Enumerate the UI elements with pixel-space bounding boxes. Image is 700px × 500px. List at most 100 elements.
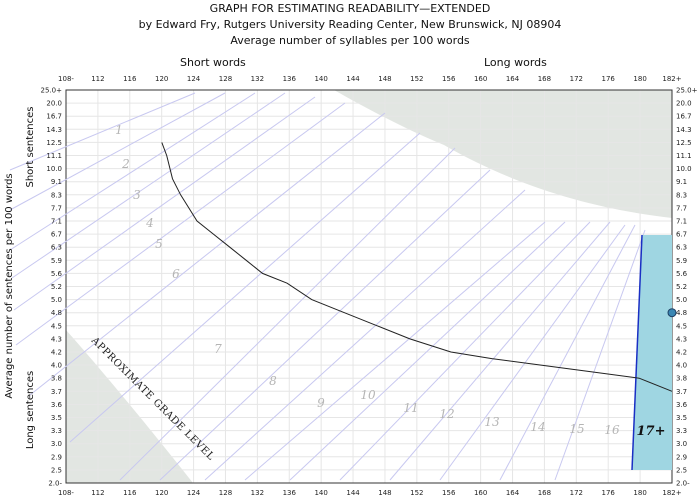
x-tick-label-bottom: 108- — [58, 489, 74, 497]
y-tick-label-right: 14.3 — [676, 126, 692, 134]
long-words-label: Long words — [484, 56, 547, 69]
y-tick-label-right: 11.1 — [676, 152, 692, 160]
y-tick-label-left: 3.3 — [51, 427, 62, 435]
y-tick-label-right: 3.6 — [676, 401, 688, 409]
y-tick-label-left: 3.8 — [51, 375, 62, 383]
y-tick-label-left: 2.5 — [51, 466, 62, 474]
y-tick-label-left: 4.2 — [51, 349, 62, 357]
y-tick-label-right: 7.1 — [676, 218, 687, 226]
short-sentences-label: Short sentences — [25, 107, 36, 188]
short-words-label: Short words — [180, 56, 246, 69]
y-tick-label-right: 3.5 — [676, 414, 687, 422]
grade-label: 2 — [121, 157, 130, 171]
grade-label: 8 — [269, 374, 277, 388]
grade-label: 11 — [403, 401, 418, 415]
grade-label: 14 — [530, 420, 545, 434]
y-tick-label-left: 5.6 — [51, 270, 63, 278]
y-tick-label-left: 4.0 — [51, 362, 62, 370]
x-tick-label-bottom: 120 — [155, 489, 168, 497]
grade-17-boundary — [631, 234, 643, 471]
long-sentences-label: Long sentences — [25, 371, 36, 449]
grade-lines — [9, 92, 646, 481]
data-point — [667, 308, 677, 318]
grid — [65, 89, 673, 484]
x-tick-label-top: 182+ — [662, 75, 681, 83]
grade-boundary-line — [69, 132, 421, 443]
grade-label: 6 — [172, 267, 180, 281]
y-tick-label-left: 14.3 — [46, 126, 62, 134]
x-tick-label-bottom: 182+ — [662, 489, 681, 497]
grade-label: 9 — [317, 396, 325, 410]
y-tick-label-left: 25.0+ — [41, 87, 63, 95]
y-tick-label-right: 10.0 — [676, 165, 692, 173]
y-tick-label-left: 10.0 — [46, 165, 62, 173]
grade-boundary-line — [15, 102, 346, 346]
x-tick-label-bottom: 180 — [633, 489, 646, 497]
y-tick-label-right: 2.9 — [676, 453, 687, 461]
x-tick-label-bottom: 148 — [378, 489, 391, 497]
x-tick-label-bottom: 128 — [219, 489, 232, 497]
grade-label: 16 — [604, 423, 620, 437]
y-tick-label-right: 12.5 — [676, 139, 692, 147]
y-tick-label-left: 3.5 — [51, 414, 62, 422]
grade-boundary-line — [289, 221, 566, 481]
grade-boundary-line — [244, 221, 546, 481]
x-tick-label-top: 164 — [506, 75, 520, 83]
y-tick-label-left: 4.5 — [51, 322, 62, 330]
highlight-region — [631, 234, 672, 471]
x-tick-label-top: 112 — [91, 75, 104, 83]
y-tick-label-left: 6.7 — [51, 231, 62, 239]
y-tick-label-left: 4.8 — [51, 309, 62, 317]
x-tick-label-bottom: 160 — [474, 489, 487, 497]
y-tick-label-right: 25.0+ — [676, 87, 698, 95]
grade-boundary-line — [389, 221, 611, 481]
y-tick-label-left: 8.3 — [51, 191, 62, 199]
y-tick-label-left: 5.9 — [51, 257, 62, 265]
x-tick-label-top: 172 — [570, 75, 583, 83]
grade-label: 3 — [133, 188, 141, 202]
chart-title: GRAPH FOR ESTIMATING READABILITY—EXTENDE… — [209, 2, 491, 15]
y-tick-label-right: 5.2 — [676, 283, 687, 291]
grade-boundary-line — [204, 189, 526, 481]
y-tick-label-left: 11.1 — [46, 152, 62, 160]
y-tick-label-right: 7.7 — [676, 204, 687, 212]
y-tick-label-right: 6.7 — [676, 231, 687, 239]
grade-boundary-line — [119, 147, 456, 481]
y-tick-label-left: 2.9 — [51, 453, 62, 461]
y-tick-label-left: 3.0 — [51, 440, 62, 448]
x-tick-label-top: 128 — [219, 75, 232, 83]
y-tick-label-left: 16.7 — [46, 113, 62, 121]
y-tick-label-right: 2.5 — [676, 466, 687, 474]
grade-label: 17+ — [637, 424, 666, 439]
y-tick-label-right: 4.2 — [676, 349, 687, 357]
y-tick-label-right: 3.0 — [676, 440, 687, 448]
y-tick-label-right: 5.6 — [676, 270, 688, 278]
axis-ticks: 108-108-11211211611612012012412412812813… — [41, 75, 698, 497]
x-tick-label-bottom: 144 — [346, 489, 360, 497]
x-tick-label-bottom: 172 — [570, 489, 583, 497]
x-tick-label-bottom: 168 — [538, 489, 551, 497]
y-axis-label: Average number of sentences per 100 word… — [4, 173, 15, 398]
y-tick-label-right: 4.8 — [676, 309, 687, 317]
grade-boundary-line — [9, 92, 196, 171]
x-tick-label-top: 144 — [346, 75, 360, 83]
grade-label: 5 — [155, 237, 163, 251]
grade-boundary-line — [499, 224, 636, 481]
grade-label: 15 — [569, 422, 584, 436]
grade-boundary-line — [159, 169, 491, 481]
grade-label: 10 — [360, 388, 376, 402]
grade-label: 1 — [115, 123, 123, 137]
grade-label: 7 — [214, 342, 222, 356]
y-tick-label-right: 8.3 — [676, 191, 687, 199]
readability-curve-layer — [161, 142, 677, 392]
x-tick-label-top: 132 — [251, 75, 264, 83]
grade-boundary-line — [13, 96, 316, 311]
grade-label: 13 — [484, 415, 500, 429]
x-tick-label-top: 108- — [58, 75, 74, 83]
x-tick-label-top: 176 — [602, 75, 616, 83]
x-tick-label-bottom: 176 — [602, 489, 616, 497]
y-tick-label-right: 4.3 — [676, 335, 687, 343]
invalid-region-top — [334, 90, 672, 218]
x-tick-label-bottom: 112 — [91, 489, 104, 497]
x-tick-label-top: 120 — [155, 75, 168, 83]
